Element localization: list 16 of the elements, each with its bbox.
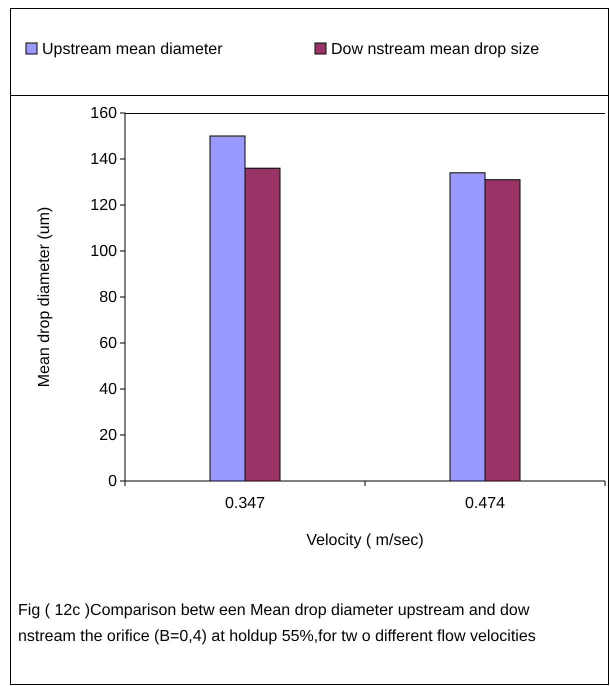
y-tick-label: 60 <box>99 335 118 352</box>
y-tick-label: 40 <box>99 381 118 398</box>
y-tick-label: 100 <box>90 243 118 260</box>
y-tick-label: 20 <box>99 427 118 444</box>
x-tick-label: 0.347 <box>224 495 266 512</box>
y-tick-label: 0 <box>108 473 118 490</box>
y-tick-label: 140 <box>90 151 118 168</box>
x-axis-title: Velocity ( m/sec) <box>306 532 424 549</box>
text: Fig ( 12c )Comparison betw een Mean drop diameter upstream and dow nstream the orifice (B=0,4) at holdup 55%,for tw o different flow velocities <box>18 601 537 647</box>
legend-label: Upstream mean diameter <box>42 41 224 58</box>
x-tick-label: 0.474 <box>464 495 506 512</box>
y-axis-title: Mean drop diameter (um) <box>36 206 53 388</box>
y-tick-label: 120 <box>90 197 118 214</box>
y-tick-label: 160 <box>90 105 118 122</box>
y-tick-label: 80 <box>99 289 118 306</box>
legend-label: Dow nstream mean drop size <box>331 41 540 58</box>
